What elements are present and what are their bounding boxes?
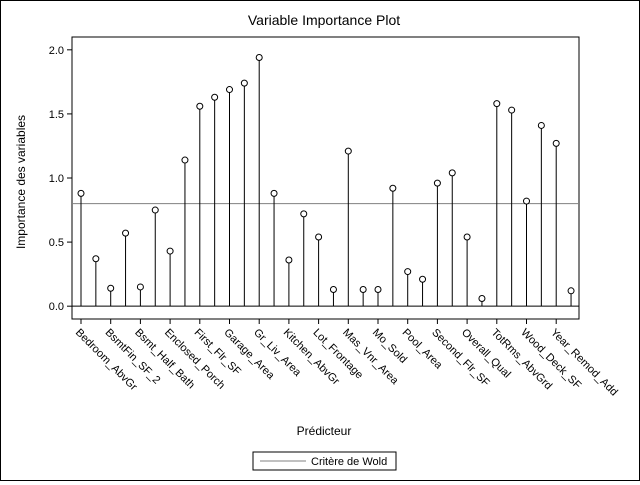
y-tick-label: 1.5 — [49, 109, 64, 121]
y-tick-label: 0.0 — [49, 301, 64, 313]
legend-box — [252, 451, 397, 471]
y-axis-label: Importance des variables — [14, 115, 28, 249]
legend-label: Critère de Wold — [311, 456, 387, 468]
y-tick-label: 2.0 — [49, 45, 64, 57]
importance-point — [107, 284, 115, 292]
y-tick-label: 1.0 — [49, 173, 64, 185]
y-tick-label: 0.5 — [49, 237, 64, 249]
importance-point — [92, 255, 100, 263]
importance-point — [448, 169, 456, 177]
importance-point — [508, 106, 516, 114]
importance-point — [211, 93, 219, 101]
importance-point — [537, 121, 545, 129]
importance-point — [359, 286, 367, 294]
importance-point — [523, 197, 530, 205]
importance-point — [300, 210, 308, 218]
importance-point — [77, 189, 85, 197]
importance-point — [255, 54, 263, 62]
importance-point — [136, 283, 144, 291]
chart-title: Variable Importance Plot — [248, 12, 400, 28]
importance-point — [552, 139, 560, 147]
legend: Critère de Wold — [252, 451, 397, 471]
lollipop-marks — [77, 54, 575, 307]
importance-point — [419, 275, 427, 283]
importance-point — [240, 79, 248, 87]
importance-point — [344, 147, 352, 155]
x-axis: Bedroom_AbvGrBsmtFin_SF_2Bsmt_Half_BathE… — [73, 319, 620, 398]
importance-point — [478, 294, 486, 302]
importance-point — [196, 102, 204, 110]
importance-point — [226, 86, 233, 94]
importance-point — [389, 184, 397, 192]
x-axis-label: Prédicteur — [297, 424, 352, 438]
importance-point — [329, 286, 337, 294]
importance-point — [493, 100, 501, 108]
importance-point — [285, 256, 293, 264]
importance-point — [315, 233, 323, 241]
importance-point — [151, 206, 159, 214]
importance-point — [433, 179, 441, 187]
importance-point — [122, 229, 130, 237]
importance-point — [374, 286, 382, 294]
importance-point — [567, 287, 575, 295]
importance-point — [463, 233, 471, 241]
importance-point — [404, 268, 412, 276]
importance-point — [166, 247, 174, 255]
importance-point — [270, 189, 278, 197]
y-axis: 0.0 0.5 1.0 1.5 2.0 — [49, 45, 72, 313]
importance-point — [181, 156, 189, 164]
plot-area — [71, 36, 580, 320]
